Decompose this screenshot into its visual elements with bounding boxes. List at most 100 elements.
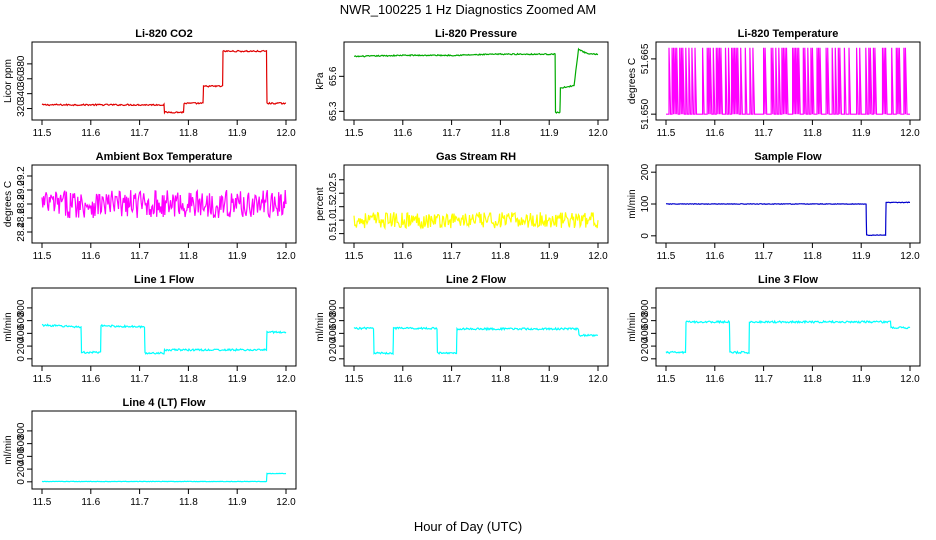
series-line: [41, 323, 287, 355]
x-tick-label: 11.9: [852, 251, 871, 262]
x-tick-label: 11.9: [228, 251, 247, 262]
x-tick-label: 12.0: [276, 128, 296, 139]
x-tick-label: 11.7: [754, 128, 773, 139]
x-tick-label: 11.6: [81, 251, 100, 262]
y-tick-label: 200: [640, 163, 651, 180]
panel-title: Li-820 Temperature: [738, 28, 839, 40]
x-tick-label: 11.8: [179, 374, 198, 385]
x-tick-label: 11.8: [491, 128, 510, 139]
y-tick-label: 0: [640, 356, 651, 362]
y-tick-label: 200: [328, 337, 339, 354]
x-tick-label: 11.9: [540, 128, 559, 139]
series-line: [41, 49, 287, 115]
x-tick-label: 11.5: [33, 374, 52, 385]
plot-frame: [343, 164, 609, 244]
plot-frame: [31, 287, 297, 367]
y-axis-label: kPa: [315, 72, 326, 90]
x-tick-label: 11.7: [442, 251, 461, 262]
chart-panel: Li-820 Temperature 11.5 11.6 11.7 11.8 11.9 12…: [627, 28, 921, 139]
x-tick-label: 12.0: [588, 374, 608, 385]
chart-panel: Li-820 CO2 11.5 11.6 11.7 11.8 11.9 12.0 320340…: [3, 28, 297, 139]
x-tick-label: 11.6: [705, 128, 724, 139]
y-tick-label: 29.0: [16, 180, 27, 200]
x-tick-label: 11.7: [754, 251, 773, 262]
y-tick-label: 65.3: [328, 101, 339, 121]
x-tick-label: 11.8: [803, 128, 822, 139]
y-axis-label: ml/min: [3, 312, 14, 341]
x-tick-label: 11.5: [33, 497, 52, 508]
x-tick-label: 11.9: [228, 128, 247, 139]
x-tick-label: 11.8: [179, 251, 198, 262]
x-tick-label: 11.7: [442, 374, 461, 385]
x-tick-label: 11.7: [130, 374, 149, 385]
plot-frame: [343, 287, 609, 367]
series-line: [41, 189, 287, 219]
x-tick-label: 11.5: [345, 251, 364, 262]
panel-title: Line 4 (LT) Flow: [123, 397, 206, 409]
plot-frame: [655, 287, 921, 367]
y-axis-label: degrees C: [3, 181, 14, 227]
y-tick-label: 600: [16, 312, 27, 329]
y-tick-label: 0: [16, 479, 27, 485]
y-tick-label: 400: [16, 448, 27, 465]
y-tick-label: 600: [16, 435, 27, 452]
y-tick-label: 800: [16, 299, 27, 316]
y-tick-label: 320: [16, 100, 27, 117]
y-tick-label: 100: [640, 195, 651, 212]
y-tick-label: 1.5: [328, 199, 339, 213]
y-tick-label: 600: [328, 312, 339, 329]
x-tick-label: 11.7: [442, 128, 461, 139]
plot-frame: [655, 41, 921, 121]
y-tick-label: 600: [640, 312, 651, 329]
y-tick-label: 0.5: [328, 226, 339, 240]
y-axis-label: ml/min: [627, 312, 638, 341]
x-tick-label: 11.5: [345, 128, 364, 139]
x-tick-label: 11.6: [393, 374, 412, 385]
x-tick-label: 11.7: [130, 497, 149, 508]
x-tick-label: 11.8: [491, 251, 510, 262]
x-tick-label: 11.9: [852, 374, 871, 385]
x-tick-label: 12.0: [900, 128, 920, 139]
x-tick-label: 12.0: [588, 128, 608, 139]
y-tick-label: 51.650: [640, 98, 651, 129]
figure-xlabel: Hour of Day (UTC): [414, 519, 522, 534]
x-tick-label: 11.6: [705, 374, 724, 385]
y-tick-label: 1.0: [328, 213, 339, 227]
x-tick-label: 11.9: [540, 251, 559, 262]
y-tick-label: 200: [16, 460, 27, 477]
y-axis-label: percent: [315, 187, 326, 221]
x-tick-label: 11.8: [491, 374, 510, 385]
x-tick-label: 12.0: [900, 374, 920, 385]
y-axis-label: ml/min: [627, 189, 638, 218]
x-tick-label: 11.8: [803, 251, 822, 262]
series-line: [353, 47, 599, 114]
y-axis-label: Licor ppm: [3, 59, 14, 103]
series-line: [665, 319, 911, 355]
y-tick-label: 2.0: [328, 186, 339, 200]
series-line: [353, 326, 599, 356]
y-tick-label: 400: [16, 325, 27, 342]
x-tick-label: 12.0: [276, 497, 296, 508]
plot-frame: [343, 41, 609, 121]
x-tick-label: 11.9: [540, 374, 559, 385]
series-line: [353, 211, 599, 231]
x-tick-label: 11.8: [179, 497, 198, 508]
y-tick-label: 360: [16, 70, 27, 87]
x-tick-label: 11.5: [657, 374, 676, 385]
x-tick-label: 11.6: [705, 251, 724, 262]
x-tick-label: 11.6: [81, 374, 100, 385]
x-tick-label: 11.5: [33, 251, 52, 262]
x-tick-label: 11.8: [803, 374, 822, 385]
y-tick-label: 0: [328, 356, 339, 362]
panel-title: Li-820 CO2: [135, 28, 192, 40]
chart-panel: Line 1 Flow 11.5 11.6 11.7 11.8 11.9 12.0 0 2004…: [3, 274, 297, 385]
panel-title: Li-820 Pressure: [435, 28, 517, 40]
y-tick-label: 400: [328, 325, 339, 342]
x-tick-label: 11.8: [179, 128, 198, 139]
x-tick-label: 11.6: [393, 251, 412, 262]
y-tick-label: 200: [16, 337, 27, 354]
chart-panel: Line 3 Flow 11.5 11.6 11.7 11.8 11.9 12.0 0 2004…: [627, 274, 921, 385]
x-tick-label: 12.0: [588, 251, 608, 262]
series-line: [41, 472, 287, 483]
series-line: [665, 201, 910, 237]
